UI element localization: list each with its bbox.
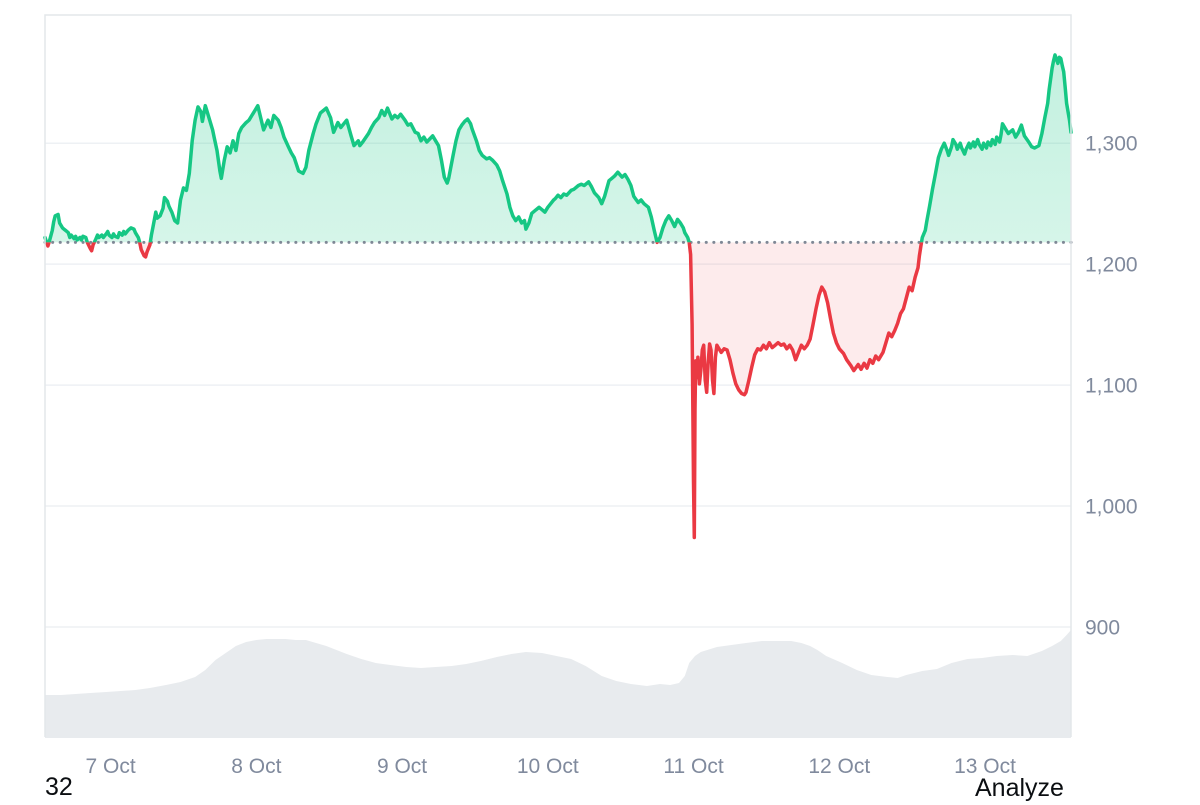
x-tick-label: 8 Oct — [231, 755, 281, 778]
gridlines — [45, 142, 1071, 628]
x-tick-label: 9 Oct — [377, 755, 427, 778]
y-tick-label: 1,100 — [1085, 375, 1138, 398]
price-line-layer — [43, 53, 1073, 540]
x-tick-label: 7 Oct — [85, 755, 135, 778]
plot-border — [44, 14, 1072, 737]
volume-area — [45, 630, 1071, 738]
x-tick-label: 11 Oct — [663, 755, 723, 778]
footer-count: 32 — [45, 773, 73, 801]
x-tick-label: 10 Oct — [517, 755, 579, 778]
y-tick-label: 900 — [1085, 616, 1120, 639]
y-tick-label: 1,000 — [1085, 496, 1138, 519]
price-fill-layer — [45, 54, 1071, 538]
plot-border-layer — [44, 14, 1072, 737]
price-area-up — [45, 54, 1071, 243]
x-tick-label: 13 Oct — [954, 755, 1016, 778]
price-line-down — [44, 242, 924, 540]
price-line-up — [43, 53, 1073, 243]
analyze-button[interactable]: Analyze — [975, 774, 1064, 802]
y-tick-label: 1,300 — [1085, 133, 1138, 156]
y-tick-label: 1,200 — [1085, 254, 1138, 277]
x-axis-labels: 7 Oct 8 Oct 9 Oct 10 Oct 11 Oct 12 Oct 13 Oct — [85, 755, 1016, 778]
x-tick-label: 12 Oct — [808, 755, 870, 778]
y-axis-labels: 1,300 1,200 1,100 1,000 900 — [1085, 133, 1138, 640]
volume-layer — [45, 630, 1071, 738]
